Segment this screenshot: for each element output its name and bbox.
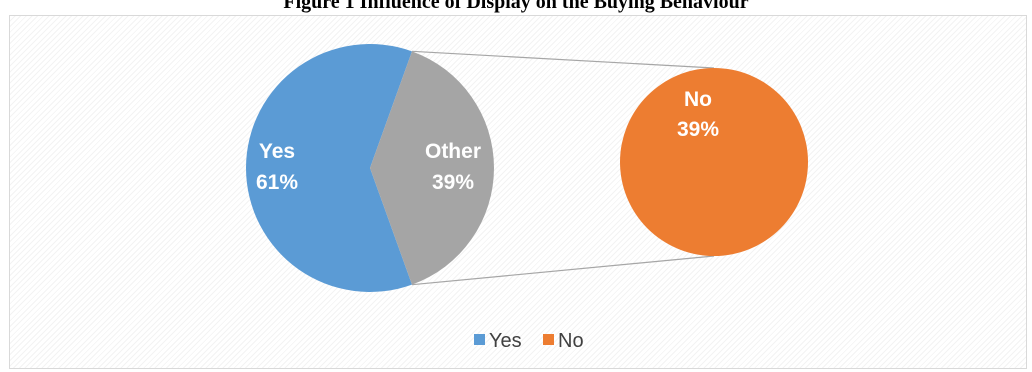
slice-label-yes: Yes — [259, 140, 295, 163]
main-pie: Yes 61% Other 39% — [246, 44, 494, 292]
connector-line-bottom — [411, 255, 715, 286]
connector-lines — [411, 50, 715, 286]
legend-swatch-yes — [474, 334, 485, 345]
slice-percent-other: 39% — [432, 171, 474, 194]
pie-slice-other[interactable] — [370, 51, 494, 285]
secondary-pie: No 39% — [620, 68, 808, 256]
pie-slice-yes[interactable] — [246, 44, 413, 292]
legend-swatch-no — [543, 334, 554, 345]
connector-line-top — [411, 50, 715, 69]
pie-slice-no[interactable] — [620, 68, 808, 256]
slice-label-no: No — [684, 88, 712, 111]
legend-label-yes: Yes — [489, 330, 522, 352]
chart-area — [9, 15, 1027, 369]
chart-title: Figure 1 Influence of Display on the Buy… — [283, 0, 749, 13]
slice-label-other: Other — [425, 140, 481, 163]
legend-label-no: No — [558, 330, 584, 352]
slice-percent-yes: 61% — [256, 171, 298, 194]
slice-percent-no: 39% — [677, 118, 719, 141]
legend: Yes No — [474, 330, 584, 352]
